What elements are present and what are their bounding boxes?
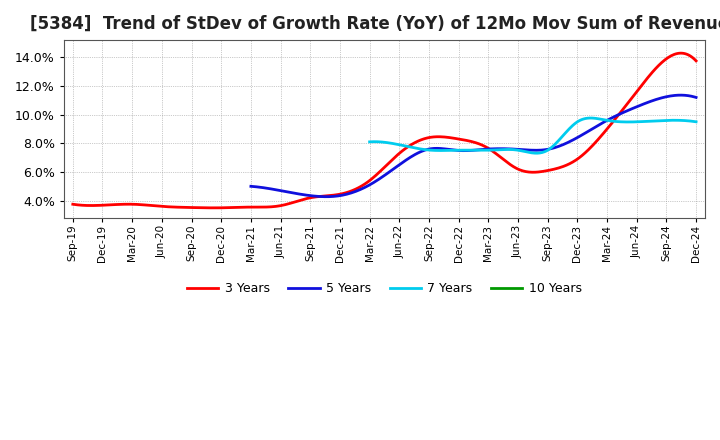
Legend: 3 Years, 5 Years, 7 Years, 10 Years: 3 Years, 5 Years, 7 Years, 10 Years [182, 278, 587, 301]
Title: [5384]  Trend of StDev of Growth Rate (YoY) of 12Mo Mov Sum of Revenues: [5384] Trend of StDev of Growth Rate (Yo… [30, 15, 720, 33]
